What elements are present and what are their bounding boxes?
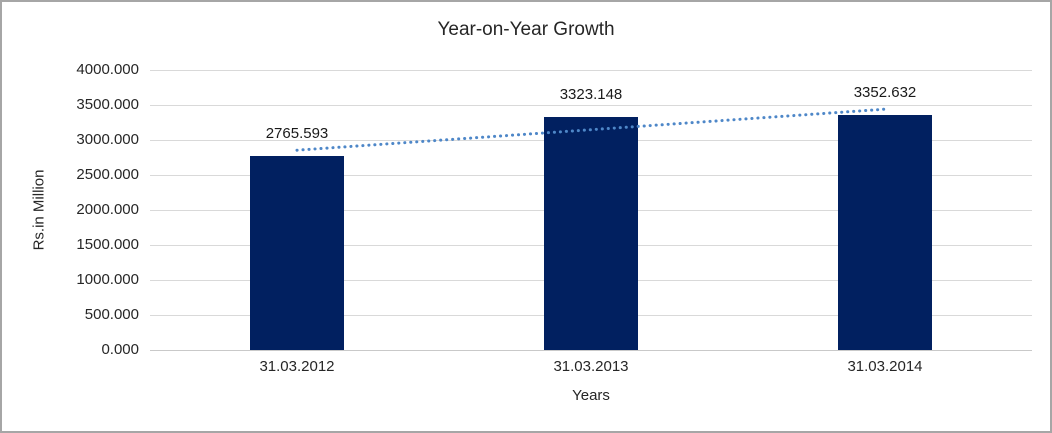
data-label: 2765.593 [265,125,329,143]
y-tick-label: 4000.000 [76,61,139,78]
y-tick-label: 500.000 [84,306,139,323]
y-tick-label: 0.000 [101,341,139,358]
y-tick-label: 1000.000 [76,271,139,288]
x-tick-label: 31.03.2014 [847,358,923,375]
y-tick-label: 2000.000 [76,201,139,218]
data-label: 3323.148 [559,86,623,104]
chart-bar [250,156,344,350]
data-label: 3352.632 [853,84,917,102]
chart-bar [838,115,932,350]
y-tick-label: 1500.000 [76,236,139,253]
chart-bar [544,117,638,350]
gridline [150,70,1032,71]
y-tick-label: 3000.000 [76,131,139,148]
x-axis-title: Years [572,387,610,404]
y-tick-label: 3500.000 [76,96,139,113]
chart-title: Year-on-Year Growth [437,19,615,40]
gridline [150,105,1032,106]
x-tick-label: 31.03.2013 [553,358,629,375]
x-axis-line [150,350,1032,351]
y-tick-label: 2500.000 [76,166,139,183]
x-tick-label: 31.03.2012 [259,358,335,375]
